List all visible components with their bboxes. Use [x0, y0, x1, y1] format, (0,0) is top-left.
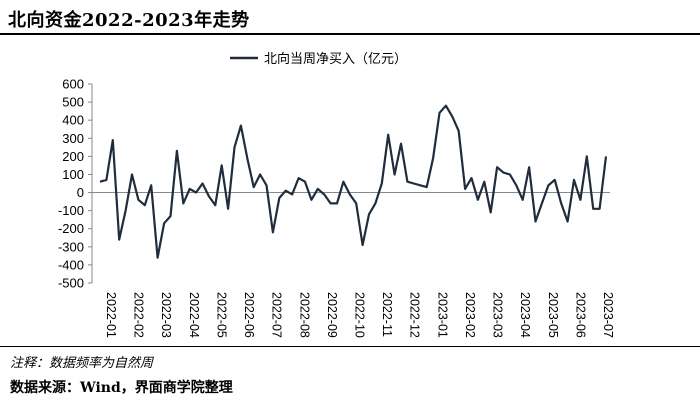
chart-legend: 北向当周净买入（亿元）	[230, 51, 407, 66]
y-tick-label: 400	[62, 113, 84, 128]
x-tick-label: 2023-06	[573, 292, 587, 338]
y-axis: -500 -400 -300 -200 -100 0 100 200 300 400 500 600	[58, 77, 93, 291]
footer-divider	[0, 346, 700, 347]
x-tick-label: 2023-01	[435, 292, 449, 338]
x-tick-label: 2022-12	[408, 292, 422, 338]
chart-area: 北向当周净买入（亿元） -500 -400 -300 -200 -100 0 100 200 3…	[0, 36, 700, 346]
x-tick-label: 2023-07	[601, 292, 615, 338]
y-tick-label: 600	[62, 77, 84, 92]
x-tick-label: 2022-09	[325, 292, 339, 338]
title-divider	[0, 33, 700, 35]
y-tick-label: 300	[62, 131, 84, 146]
x-tick-label: 2022-10	[353, 292, 367, 338]
x-tick-label: 2022-02	[132, 292, 146, 338]
y-tick-label: -400	[58, 257, 84, 272]
x-tick-label: 2023-03	[491, 292, 505, 338]
page-title: 北向资金2022-2023年走势	[8, 10, 250, 31]
y-tick-label: -100	[58, 203, 84, 218]
x-tick-label: 2022-06	[242, 292, 256, 338]
y-tick-label: -200	[58, 221, 84, 236]
y-tick-label: 100	[62, 167, 84, 182]
y-tick-label: 200	[62, 149, 84, 164]
x-tick-label: 2022-08	[297, 292, 311, 338]
chart-note: 注释：数据频率为自然周	[10, 356, 154, 371]
x-axis: 2022-01 2022-02 2022-03 2022-04 2022-05 2022-…	[92, 192, 615, 338]
x-tick-label: 2023-02	[463, 292, 477, 338]
series-line	[99, 104, 608, 259]
line-chart: 北向当周净买入（亿元） -500 -400 -300 -200 -100 0 100 200 3…	[58, 51, 615, 338]
series-layer	[99, 104, 608, 259]
legend-label: 北向当周净买入（亿元）	[264, 51, 407, 66]
x-tick-label: 2022-11	[380, 292, 394, 337]
y-tick-label: -500	[58, 276, 84, 291]
x-tick-label: 2022-05	[214, 292, 228, 338]
x-tick-label: 2022-03	[159, 292, 173, 338]
x-tick-label: 2022-07	[270, 292, 284, 338]
y-tick-label: 500	[62, 95, 84, 110]
x-tick-label: 2022-01	[104, 292, 118, 338]
title-bar: 北向资金2022-2023年走势	[0, 0, 700, 34]
x-tick-label: 2022-04	[187, 292, 201, 338]
x-tick-label: 2023-05	[546, 292, 560, 338]
y-tick-label: -300	[58, 239, 84, 254]
x-tick-label: 2023-04	[518, 292, 532, 338]
y-tick-label: 0	[77, 185, 84, 200]
data-source: 数据来源：Wind，界面商学院整理	[10, 380, 233, 396]
